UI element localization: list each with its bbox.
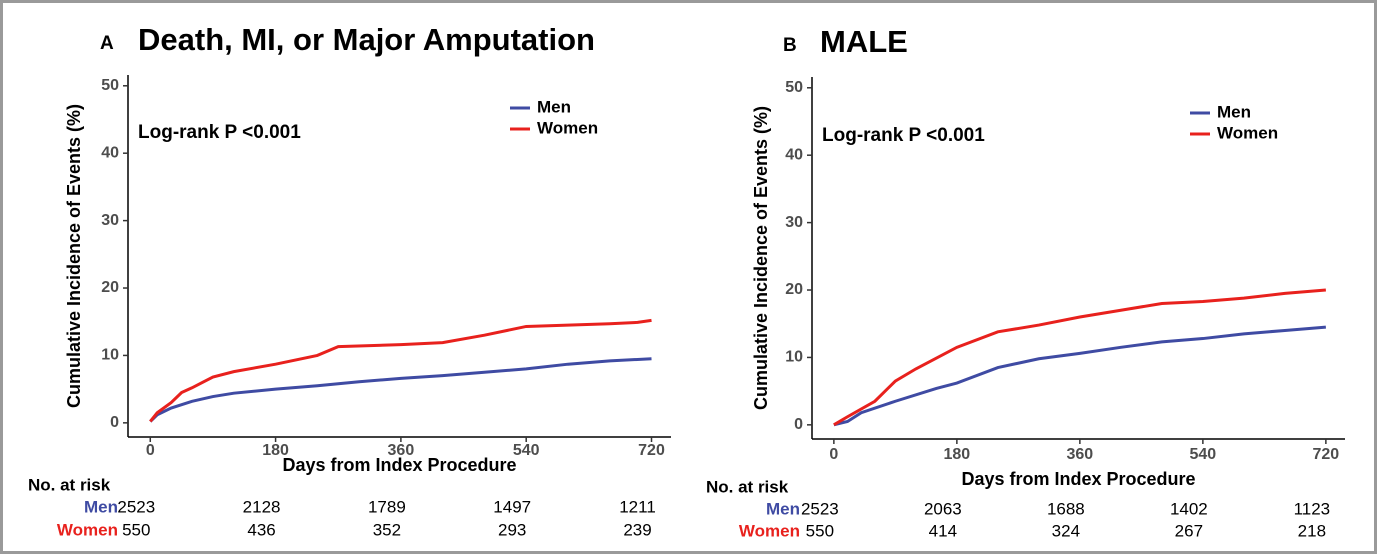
- x-axis-label: Days from Index Procedure: [282, 455, 516, 475]
- x-tick-label: 360: [1067, 446, 1094, 463]
- series-line: [833, 288, 1326, 427]
- legend-label: Women: [537, 118, 598, 137]
- risk-count: 2523: [117, 497, 155, 516]
- risk-count: 1497: [493, 497, 531, 516]
- y-tick-label: 30: [101, 212, 119, 229]
- risk-count: 218: [1298, 521, 1326, 540]
- y-tick-label: 30: [785, 214, 803, 231]
- risk-row-name: Women: [739, 521, 800, 540]
- risk-row-name: Men: [766, 499, 800, 518]
- y-tick-label: 20: [785, 281, 803, 298]
- y-tick-label: 50: [785, 79, 803, 96]
- x-tick-label: 0: [146, 442, 155, 459]
- x-tick-label: 540: [1190, 446, 1217, 463]
- legend-label: Men: [1217, 102, 1251, 121]
- x-tick-label: 720: [638, 442, 665, 459]
- annotation: Log-rank P <0.001: [138, 122, 301, 143]
- x-tick-label: 180: [944, 446, 971, 463]
- x-tick-label: 720: [1313, 446, 1340, 463]
- risk-count: 436: [247, 520, 275, 539]
- risk-count: 2063: [924, 499, 962, 518]
- y-tick-label: 0: [794, 416, 803, 433]
- risk-count: 1211: [619, 497, 656, 516]
- risk-row-name: Men: [84, 497, 118, 516]
- x-tick-label: 0: [829, 446, 838, 463]
- series-line: [149, 357, 652, 423]
- risk-count: 1123: [1294, 499, 1331, 518]
- risk-count: 239: [623, 520, 651, 539]
- y-tick-label: 10: [101, 347, 119, 364]
- y-tick-label: 50: [101, 77, 119, 94]
- risk-row-name: Women: [57, 520, 118, 539]
- risk-count: 550: [806, 521, 834, 540]
- panel-label: A: [100, 33, 114, 54]
- risk-count: 414: [929, 521, 957, 540]
- risk-count: 1402: [1170, 499, 1208, 518]
- risk-count: 324: [1052, 521, 1080, 540]
- legend-label: Women: [1217, 123, 1278, 142]
- risk-count: 2128: [243, 497, 281, 516]
- y-tick-label: 10: [785, 349, 803, 366]
- y-tick-label: 0: [110, 414, 119, 431]
- y-axis-label: Cumulative Incidence of Events (%): [751, 106, 771, 410]
- series-line: [149, 318, 652, 423]
- risk-count: 293: [498, 520, 526, 539]
- risk-count: 1688: [1047, 499, 1085, 518]
- risk-count: 550: [122, 520, 150, 539]
- panel-label: B: [783, 35, 797, 56]
- risk-count: 2523: [801, 499, 839, 518]
- risk-count: 352: [373, 520, 401, 539]
- chart-title: MALE: [820, 24, 908, 59]
- risk-count: 267: [1175, 521, 1203, 540]
- x-tick-label: 180: [262, 442, 289, 459]
- series-line: [833, 325, 1326, 427]
- annotation: Log-rank P <0.001: [822, 125, 985, 146]
- x-axis-label: Days from Index Procedure: [961, 469, 1195, 489]
- risk-table-title: No. at risk: [28, 475, 111, 494]
- y-axis-label: Cumulative Incidence of Events (%): [64, 104, 84, 408]
- y-tick-label: 40: [101, 144, 119, 161]
- y-tick-label: 40: [785, 146, 803, 163]
- legend-label: Men: [537, 97, 571, 116]
- risk-table-title: No. at risk: [706, 477, 789, 496]
- chart-title: Death, MI, or Major Amputation: [138, 22, 595, 57]
- risk-count: 1789: [368, 497, 406, 516]
- x-tick-label: 360: [388, 442, 415, 459]
- x-tick-label: 540: [513, 442, 540, 459]
- y-tick-label: 20: [101, 279, 119, 296]
